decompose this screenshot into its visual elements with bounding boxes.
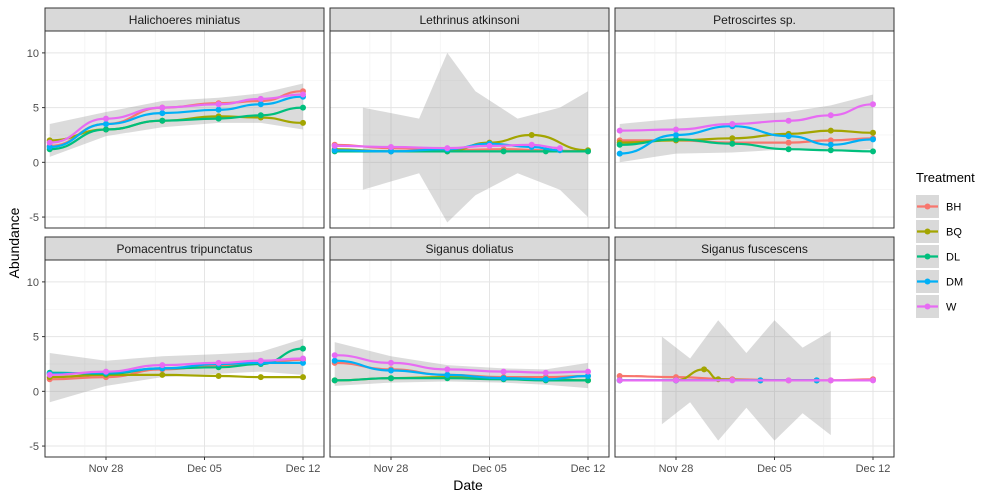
facet-title: Lethrinus atkinsoni: [419, 13, 519, 27]
y-tick-label: 10: [27, 48, 39, 60]
smooth-line-dl: [334, 377, 588, 382]
legend-label: BQ: [946, 227, 962, 239]
legend-key-point: [924, 278, 931, 285]
smooth-line-bq: [49, 373, 303, 379]
panels-layer: Halichoeres miniatus Lethrinus atkinsoni P…: [44, 7, 895, 458]
y-axis-title: Abundance: [6, 207, 22, 278]
facet-panel: Siganus fuscescens: [614, 236, 895, 458]
gridlines: [330, 260, 609, 457]
panel-border: [614, 30, 895, 229]
x-tick-label: Nov 28: [659, 463, 694, 475]
gridlines: [330, 31, 609, 228]
x-tick-label: Dec 05: [757, 463, 792, 475]
legend-label: BH: [946, 202, 961, 214]
x-tick-label: Nov 28: [89, 463, 124, 475]
smooth-line-dm: [334, 359, 589, 381]
facet-title: Siganus fuscescens: [701, 242, 808, 256]
smooth-line-w: [49, 357, 304, 376]
smooth-line-dm: [619, 125, 874, 155]
legend-key-point: [924, 303, 931, 310]
facet-panel: Siganus doliatus: [329, 236, 610, 458]
x-tick-label: Dec 05: [187, 463, 222, 475]
smooth-line-w: [49, 93, 304, 144]
smooth-line-w: [619, 103, 874, 132]
smooth-line-dl: [49, 106, 304, 151]
panel-border: [329, 30, 610, 229]
smooth-line-dl: [619, 138, 874, 153]
facet-panel: Pomacentrus tripunctatus: [44, 236, 325, 458]
facet-title: Pomacentrus tripunctatus: [116, 242, 252, 256]
facet-title: Halichoeres miniatus: [129, 13, 240, 27]
facet-title: Petroscirtes sp.: [713, 13, 796, 27]
confidence-ribbon: [49, 338, 304, 403]
smooth-line-w: [334, 143, 560, 150]
x-axis-title: Date: [453, 477, 483, 493]
panel-background: [45, 31, 324, 228]
x-tick-label: Dec 05: [472, 463, 507, 475]
legend: Treatment BH BQ DL DM W: [916, 170, 975, 318]
smooth-line-w: [334, 354, 589, 374]
legend-label: DL: [946, 252, 960, 264]
y-tick-label: -5: [29, 212, 39, 224]
panel-border: [614, 259, 895, 458]
y-tick-label: -5: [29, 441, 39, 453]
axes-layer: -5 0 5 10 -5 0 5 10 Nov 28 Dec 05 Dec 12 Nov 28 Dec …: [27, 48, 891, 475]
y-tick-label: 0: [33, 386, 39, 398]
x-tick-label: Dec 12: [286, 463, 321, 475]
facet-panel: Lethrinus atkinsoni: [329, 7, 610, 229]
panel-border: [44, 259, 325, 458]
panel-background: [615, 260, 894, 457]
panel-border: [44, 30, 325, 229]
x-tick-label: Dec 12: [571, 463, 606, 475]
panel-background: [330, 31, 609, 228]
legend-key-point: [924, 203, 931, 210]
facet-panel: Petroscirtes sp.: [614, 7, 895, 229]
facet-panel: Halichoeres miniatus: [44, 7, 325, 229]
panel-background: [330, 260, 609, 457]
legend-key-point: [924, 253, 931, 260]
x-tick-label: Nov 28: [374, 463, 409, 475]
gridlines: [615, 260, 894, 457]
panel-border: [329, 259, 610, 458]
legend-key-point: [924, 228, 931, 235]
legend-label: DM: [946, 277, 963, 289]
facet-title: Siganus doliatus: [425, 242, 513, 256]
legend-label: W: [946, 302, 957, 314]
x-tick-label: Dec 12: [856, 463, 891, 475]
y-tick-label: 0: [33, 157, 39, 169]
legend-title: Treatment: [916, 170, 975, 185]
smooth-line-dm: [49, 95, 304, 149]
confidence-ribbon: [362, 52, 588, 223]
y-tick-label: 5: [33, 332, 39, 344]
y-tick-label: 10: [27, 277, 39, 289]
y-tick-label: 5: [33, 103, 39, 115]
